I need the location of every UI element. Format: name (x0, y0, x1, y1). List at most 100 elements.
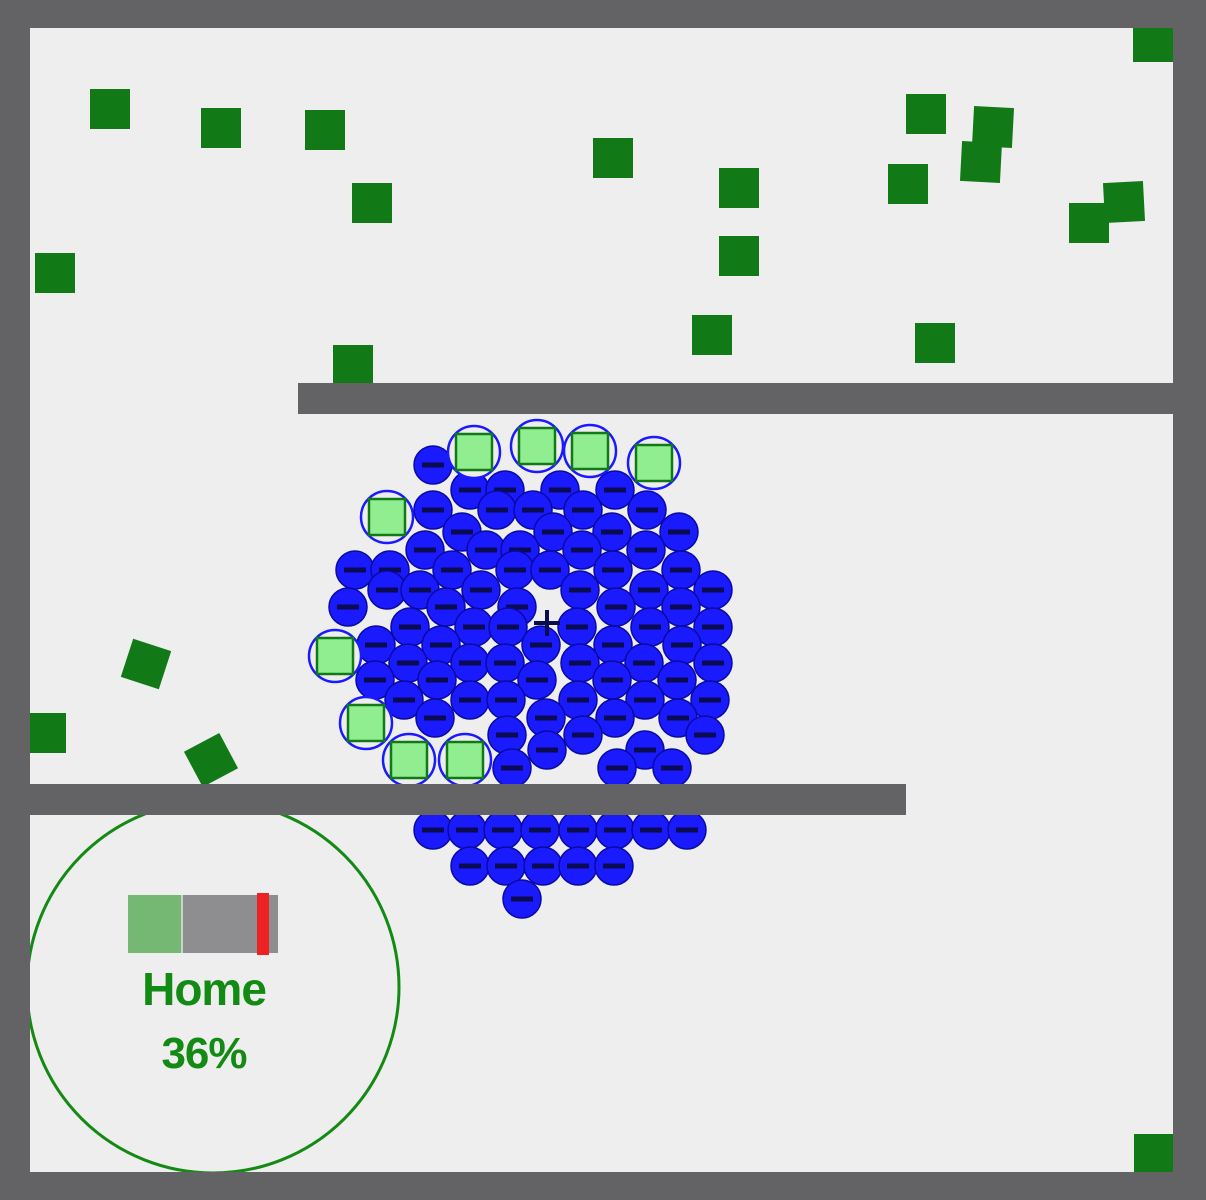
carried-food (437, 732, 493, 788)
home-label: Home (142, 963, 267, 1015)
food-item (593, 138, 633, 178)
robot (530, 550, 570, 590)
carried-food (626, 435, 682, 491)
carried-food (509, 418, 565, 474)
food-item (305, 110, 345, 150)
food-item (90, 89, 130, 129)
robot (492, 748, 532, 788)
robot (521, 625, 561, 665)
carried-food-layer (307, 418, 682, 788)
food-item (915, 323, 955, 363)
robot (595, 810, 635, 850)
home-progress-fill (128, 895, 182, 953)
robot (450, 680, 490, 720)
food-item (35, 253, 75, 293)
robot (595, 698, 635, 738)
food-item (1102, 180, 1146, 224)
wall-inner-upper (298, 383, 1174, 414)
robot (667, 810, 707, 850)
robot (488, 607, 528, 647)
carried-food (359, 489, 415, 545)
robot (495, 550, 535, 590)
robot (413, 810, 453, 850)
robot (486, 846, 526, 886)
robot (426, 587, 466, 627)
robot (685, 715, 725, 755)
robot (335, 550, 375, 590)
robot (693, 607, 733, 647)
robot (659, 512, 699, 552)
robot (486, 680, 526, 720)
wall-inner-lower (30, 784, 906, 815)
food-item (26, 713, 66, 753)
robot (413, 490, 453, 530)
food-item (888, 164, 928, 204)
home-progress-marker (257, 893, 269, 955)
robot (558, 810, 598, 850)
food-item (201, 108, 241, 148)
robot (450, 643, 490, 683)
carried-food (446, 424, 502, 480)
robot (461, 570, 501, 610)
robot (413, 445, 453, 485)
robot (328, 587, 368, 627)
food-item (719, 236, 759, 276)
food-item (333, 345, 373, 385)
robot (487, 715, 527, 755)
food-item (1069, 203, 1109, 243)
robot (627, 490, 667, 530)
robot (652, 748, 692, 788)
robot (593, 550, 633, 590)
carried-food (338, 695, 394, 751)
food-item (971, 105, 1015, 149)
robot (562, 530, 602, 570)
robot (483, 810, 523, 850)
robot (527, 730, 567, 770)
robot (626, 530, 666, 570)
robot (630, 607, 670, 647)
carried-food (381, 732, 437, 788)
robot (523, 846, 563, 886)
wall-outer-right (1173, 0, 1206, 1200)
robot (595, 470, 635, 510)
food-item (1133, 22, 1173, 62)
robot (560, 643, 600, 683)
food-item (692, 315, 732, 355)
robot (661, 550, 701, 590)
robot (417, 660, 457, 700)
robot (592, 660, 632, 700)
robot (693, 643, 733, 683)
food-item (352, 183, 392, 223)
robot (563, 490, 603, 530)
robot (520, 810, 560, 850)
carried-food (562, 423, 618, 479)
plus-icon (534, 610, 560, 636)
home-percent: 36% (161, 1029, 247, 1078)
robot (454, 607, 494, 647)
robot (502, 879, 542, 919)
robot (517, 660, 557, 700)
robot (450, 846, 490, 886)
carried-food (307, 628, 363, 684)
robot (405, 530, 445, 570)
robot (526, 698, 566, 738)
food-item (959, 140, 1003, 184)
robot (693, 570, 733, 610)
food-layer (26, 22, 1174, 1174)
robot (625, 680, 665, 720)
robot (596, 587, 636, 627)
robot (557, 607, 597, 647)
robot (563, 715, 603, 755)
robot (415, 698, 455, 738)
food-item (183, 732, 239, 788)
robot (631, 810, 671, 850)
robot (477, 490, 517, 530)
robot (384, 680, 424, 720)
robot (657, 660, 697, 700)
wall-outer-bottom (0, 1172, 1206, 1200)
robot-swarm (328, 445, 733, 919)
food-item (1134, 1134, 1174, 1174)
wall-outer-left (0, 0, 30, 1200)
